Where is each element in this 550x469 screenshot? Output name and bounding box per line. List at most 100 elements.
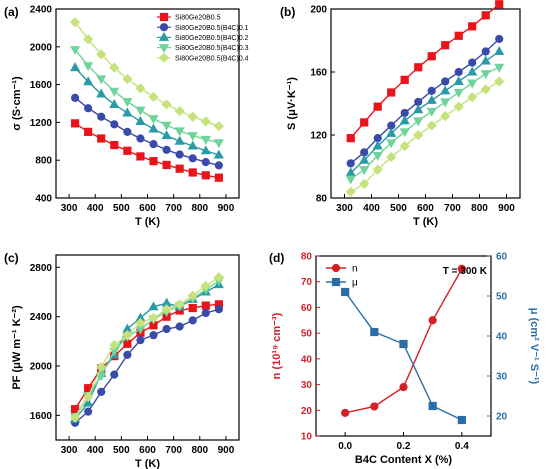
series-1 bbox=[70, 119, 223, 182]
data-point bbox=[96, 88, 107, 98]
data-point bbox=[123, 127, 132, 136]
y-tick-label: 2000 bbox=[30, 42, 53, 53]
data-point bbox=[440, 98, 451, 108]
data-point bbox=[175, 150, 184, 159]
data-point bbox=[84, 407, 93, 416]
data-point bbox=[399, 140, 410, 152]
series-2 bbox=[70, 93, 223, 170]
data-point bbox=[96, 49, 107, 60]
y-tick-label: 30 bbox=[301, 380, 313, 391]
data-point bbox=[468, 58, 477, 67]
data-point bbox=[148, 123, 159, 133]
data-point bbox=[399, 383, 408, 392]
series-3 bbox=[70, 62, 224, 159]
data-point bbox=[467, 79, 478, 89]
data-point bbox=[135, 317, 146, 328]
data-point bbox=[359, 166, 370, 176]
data-point bbox=[494, 63, 505, 73]
data-point bbox=[387, 88, 396, 97]
series-2 bbox=[346, 34, 504, 168]
data-point bbox=[341, 287, 350, 297]
data-point bbox=[122, 107, 133, 117]
data-point bbox=[109, 339, 120, 351]
data-point bbox=[70, 93, 80, 102]
data-point bbox=[135, 116, 146, 125]
data-point bbox=[174, 127, 185, 137]
data-point bbox=[162, 324, 171, 334]
data-point bbox=[441, 41, 450, 50]
data-point bbox=[136, 152, 145, 161]
series-line bbox=[350, 80, 500, 193]
data-point bbox=[494, 76, 505, 87]
data-point bbox=[214, 305, 223, 314]
series-line bbox=[74, 97, 220, 167]
data-point bbox=[427, 52, 436, 61]
data-point bbox=[214, 173, 223, 182]
data-point bbox=[162, 145, 171, 154]
data-point bbox=[109, 99, 120, 108]
data-point bbox=[161, 304, 172, 315]
data-point bbox=[467, 92, 478, 103]
legend-entry: Si80Ge20B0.5(B4C)0.3 bbox=[157, 44, 249, 54]
legend-entry: Si80Ge20B0.5(B4C)0.4 bbox=[157, 52, 249, 63]
data-point bbox=[440, 85, 451, 95]
data-point bbox=[480, 70, 491, 79]
x-tick-label: 800 bbox=[471, 203, 488, 214]
y-tick-label: 2000 bbox=[30, 362, 53, 373]
panel-label: (a) bbox=[4, 5, 19, 19]
data-point bbox=[70, 119, 80, 128]
data-point bbox=[454, 67, 463, 77]
data-point bbox=[413, 104, 424, 114]
data-point bbox=[161, 99, 172, 110]
data-point bbox=[162, 160, 171, 170]
data-point bbox=[135, 106, 146, 116]
y-tick-label: 160 bbox=[310, 68, 327, 79]
series-line bbox=[350, 3, 500, 139]
data-point bbox=[70, 46, 81, 56]
x-tick-label: 300 bbox=[61, 203, 78, 214]
x-tick-label: 500 bbox=[390, 203, 407, 214]
data-point bbox=[136, 134, 145, 143]
y-tick-label: 2400 bbox=[30, 5, 53, 16]
series-line bbox=[74, 122, 219, 179]
y-axis-label: σ (S·cm⁻¹) bbox=[11, 76, 23, 131]
data-point bbox=[123, 350, 132, 359]
x-tick-label: 900 bbox=[218, 445, 235, 456]
data-point bbox=[187, 140, 198, 150]
legend-entry: Si80Ge20B0.5(B4C)0.1 bbox=[157, 23, 249, 32]
data-point bbox=[494, 46, 505, 56]
data-point bbox=[201, 171, 210, 180]
data-point bbox=[441, 77, 450, 86]
data-point bbox=[70, 62, 81, 72]
data-point bbox=[122, 330, 133, 341]
series-3 bbox=[345, 46, 505, 177]
x-tick-label: 600 bbox=[139, 203, 156, 214]
data-point bbox=[97, 112, 106, 121]
series-1 bbox=[70, 300, 223, 414]
y-tick-label: 400 bbox=[35, 194, 52, 205]
x-tick-label: 700 bbox=[444, 203, 461, 214]
x-tick-label: 700 bbox=[165, 445, 182, 456]
data-point bbox=[200, 280, 211, 291]
data-point bbox=[175, 164, 184, 173]
data-point bbox=[481, 11, 490, 20]
x-tick-label: 600 bbox=[417, 203, 434, 214]
data-point bbox=[136, 336, 145, 345]
x-axis-label: T (K) bbox=[413, 216, 438, 228]
data-point bbox=[200, 145, 211, 155]
y-tick-label: 20 bbox=[301, 406, 313, 417]
data-point bbox=[426, 94, 437, 104]
y-tick-label: 10 bbox=[301, 432, 313, 443]
data-point bbox=[69, 17, 81, 28]
data-point bbox=[400, 75, 409, 84]
x-tick-label: 500 bbox=[113, 203, 130, 214]
legend-entry: Si80Ge20B0.5 bbox=[157, 12, 221, 22]
data-point bbox=[83, 76, 94, 86]
series-line bbox=[74, 308, 220, 424]
series-line bbox=[344, 291, 463, 421]
series-line bbox=[74, 276, 220, 419]
x-tick-label: 0.2 bbox=[397, 441, 411, 452]
data-point bbox=[122, 98, 133, 108]
y-right-tick-label: 50 bbox=[496, 292, 508, 303]
data-point bbox=[188, 303, 197, 313]
